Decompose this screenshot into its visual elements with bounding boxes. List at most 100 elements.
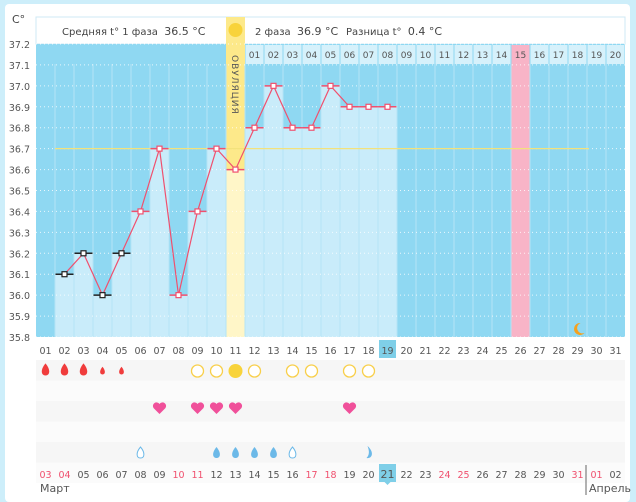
cycle-day-label[interactable]: 25 [495, 346, 507, 357]
menstruation-drop-icon[interactable] [60, 363, 69, 376]
cycle-day-label[interactable]: 31 [609, 346, 621, 357]
cycle-day-label[interactable]: 13 [267, 346, 279, 357]
mucus-filled-drop-icon[interactable] [213, 447, 220, 458]
menstruation-drop-icon[interactable] [41, 363, 50, 376]
temperature-point[interactable] [156, 145, 163, 152]
temperature-point[interactable] [365, 103, 372, 110]
calendar-date-label[interactable]: 13 [229, 470, 241, 481]
calendar-date-label[interactable]: 04 [58, 470, 70, 481]
ovulation-test-negative-icon[interactable] [342, 364, 357, 378]
mucus-partial-drop-icon[interactable] [366, 446, 372, 459]
temperature-point[interactable] [118, 250, 125, 257]
calendar-date-label[interactable]: 10 [172, 470, 184, 481]
calendar-date-label[interactable]: 07 [115, 470, 127, 481]
mucus-filled-drop-icon[interactable] [270, 447, 277, 458]
cycle-day-label[interactable]: 07 [153, 346, 165, 357]
calendar-date-label[interactable]: 16 [286, 470, 298, 481]
cycle-day-label[interactable]: 29 [571, 346, 583, 357]
cycle-day-label[interactable]: 08 [172, 346, 184, 357]
ovulation-test-negative-icon[interactable] [190, 364, 205, 378]
cycle-day-label[interactable]: 04 [96, 346, 108, 357]
calendar-date-label[interactable]: 25 [457, 470, 469, 481]
calendar-date-label[interactable]: 22 [400, 470, 412, 481]
calendar-date-label[interactable]: 18 [324, 470, 336, 481]
calendar-date-label[interactable]: 20 [362, 470, 374, 481]
menstruation-drop-icon[interactable] [100, 366, 105, 375]
calendar-date-label[interactable]: 12 [210, 470, 222, 481]
calendar-date-label[interactable]: 08 [134, 470, 146, 481]
temperature-point[interactable] [80, 250, 87, 257]
ovulation-test-negative-icon[interactable] [361, 364, 376, 378]
cycle-day-label[interactable]: 23 [457, 346, 469, 357]
temperature-point[interactable] [99, 292, 106, 299]
temperature-point[interactable] [232, 166, 239, 173]
cycle-day-label[interactable]: 05 [115, 346, 127, 357]
cycle-day-label[interactable]: 01 [39, 346, 51, 357]
cycle-day-label[interactable]: 09 [191, 346, 203, 357]
calendar-date-label[interactable]: 15 [267, 470, 279, 481]
calendar-date-label[interactable]: 30 [552, 470, 564, 481]
calendar-date-label[interactable]: 05 [77, 470, 89, 481]
calendar-date-label[interactable]: 02 [609, 470, 621, 481]
calendar-date-label[interactable]: 09 [153, 470, 165, 481]
temperature-point[interactable] [327, 82, 334, 89]
cycle-day-label[interactable]: 11 [229, 346, 241, 357]
cycle-day-label[interactable]: 20 [400, 346, 412, 357]
cycle-day-label[interactable]: 17 [343, 346, 355, 357]
calendar-date-label[interactable]: 29 [533, 470, 545, 481]
cycle-day-label[interactable]: 30 [590, 346, 602, 357]
calendar-date-label[interactable]: 01 [590, 470, 602, 481]
mucus-outline-drop-icon[interactable] [288, 446, 297, 459]
heart-icon[interactable] [209, 402, 224, 414]
ovulation-test-negative-icon[interactable] [247, 364, 262, 378]
mucus-filled-drop-icon[interactable] [251, 447, 258, 458]
calendar-date-label[interactable]: 17 [305, 470, 317, 481]
ovulation-test-negative-icon[interactable] [209, 364, 224, 378]
temperature-point[interactable] [137, 208, 144, 215]
ovulation-test-negative-icon[interactable] [304, 364, 319, 378]
calendar-date-label[interactable]: 23 [419, 470, 431, 481]
calendar-date-label[interactable]: 26 [476, 470, 488, 481]
calendar-date-label[interactable]: 19 [343, 470, 355, 481]
temperature-point[interactable] [308, 124, 315, 131]
calendar-date-label[interactable]: 24 [438, 470, 450, 481]
cycle-day-label[interactable]: 22 [438, 346, 450, 357]
heart-icon[interactable] [342, 402, 357, 414]
calendar-date-label[interactable]: 03 [39, 470, 51, 481]
calendar-date-label[interactable]: 11 [191, 470, 203, 481]
cycle-day-label[interactable]: 03 [77, 346, 89, 357]
cycle-day-label[interactable]: 18 [362, 346, 374, 357]
cycle-day-label[interactable]: 12 [248, 346, 260, 357]
calendar-date-label[interactable]: 27 [495, 470, 507, 481]
heart-icon[interactable] [152, 402, 167, 414]
cycle-day-label[interactable]: 26 [514, 346, 526, 357]
cycle-day-label[interactable]: 14 [286, 346, 298, 357]
temperature-point[interactable] [289, 124, 296, 131]
temperature-point[interactable] [175, 292, 182, 299]
cycle-day-label[interactable]: 02 [58, 346, 70, 357]
calendar-date-label[interactable]: 14 [248, 470, 260, 481]
temperature-point[interactable] [251, 124, 258, 131]
ovulation-test-positive-icon[interactable] [228, 364, 243, 378]
menstruation-drop-icon[interactable] [119, 366, 124, 375]
calendar-date-label[interactable]: 31 [571, 470, 583, 481]
temperature-point[interactable] [194, 208, 201, 215]
cycle-day-label[interactable]: 27 [533, 346, 545, 357]
heart-icon[interactable] [228, 402, 243, 414]
calendar-date-label[interactable]: 21 [381, 468, 395, 481]
cycle-day-label[interactable]: 24 [476, 346, 488, 357]
calendar-date-label[interactable]: 06 [96, 470, 108, 481]
calendar-date-label[interactable]: 28 [514, 470, 526, 481]
temperature-point[interactable] [384, 103, 391, 110]
ovulation-test-negative-icon[interactable] [285, 364, 300, 378]
cycle-day-label[interactable]: 21 [419, 346, 431, 357]
temperature-point[interactable] [61, 271, 68, 278]
menstruation-drop-icon[interactable] [79, 363, 88, 376]
mucus-outline-drop-icon[interactable] [136, 446, 145, 459]
cycle-day-label[interactable]: 16 [324, 346, 336, 357]
cycle-day-label[interactable]: 19 [381, 346, 393, 357]
mucus-filled-drop-icon[interactable] [232, 447, 239, 458]
temperature-point[interactable] [346, 103, 353, 110]
temperature-point[interactable] [270, 82, 277, 89]
cycle-day-label[interactable]: 06 [134, 346, 146, 357]
